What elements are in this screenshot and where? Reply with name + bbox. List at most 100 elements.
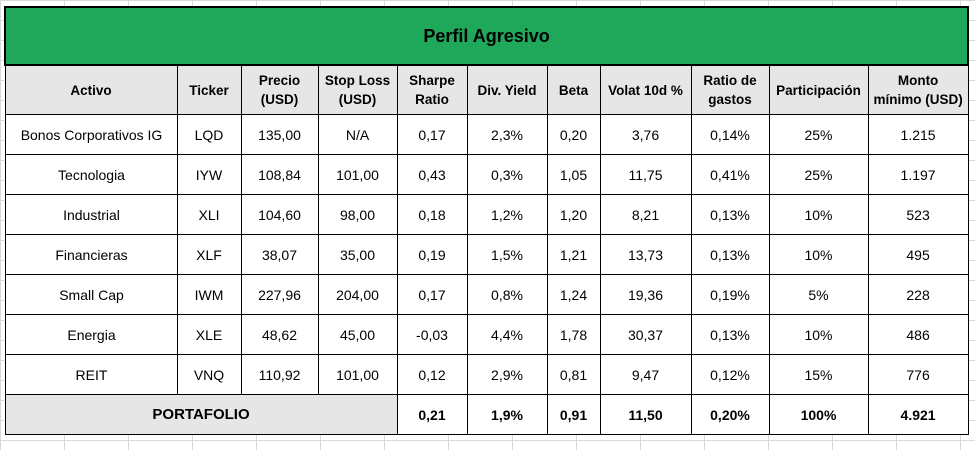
header-beta: Beta	[546, 64, 601, 115]
cell-monto: 228	[867, 274, 969, 315]
cell-ratio-gastos: 0,13%	[690, 194, 770, 235]
cell-beta: 0,81	[546, 354, 601, 395]
header-div-yield: Div. Yield	[466, 64, 548, 115]
cell-sharpe: 0,12	[396, 354, 468, 395]
total-monto: 4.921	[867, 394, 969, 435]
cell-ratio-gastos: 0,13%	[690, 314, 770, 355]
cell-div-yield: 0,8%	[466, 274, 548, 315]
header-monto-minimo: Monto mínimo (USD)	[867, 64, 969, 115]
cell-precio: 104,60	[240, 194, 319, 235]
cell-beta: 1,20	[546, 194, 601, 235]
cell-sharpe: -0,03	[396, 314, 468, 355]
header-ticker: Ticker	[176, 64, 242, 115]
cell-activo: Energia	[4, 314, 178, 355]
cell-ticker: XLF	[176, 234, 242, 275]
total-div-yield: 1,9%	[466, 394, 548, 435]
table-row: Small Cap IWM 227,96 204,00 0,17 0,8% 1,24 19,3…	[4, 274, 969, 315]
cell-precio: 108,84	[240, 154, 319, 195]
table-row: Industrial XLI 104,60 98,00 0,18 1,2% 1,20 8,21…	[4, 194, 969, 235]
cell-stop-loss: 45,00	[317, 314, 398, 355]
cell-beta: 0,20	[546, 114, 601, 155]
table-row: REIT VNQ 110,92 101,00 0,12 2,9% 0,81 9,47 0,12%…	[4, 354, 969, 395]
cell-activo: Bonos Corporativos IG	[4, 114, 178, 155]
cell-monto: 1.197	[867, 154, 969, 195]
cell-volat: 3,76	[599, 114, 692, 155]
cell-participacion: 10%	[768, 234, 869, 275]
total-beta: 0,91	[546, 394, 601, 435]
total-label: PORTAFOLIO	[4, 394, 398, 435]
cell-activo: Tecnologia	[4, 154, 178, 195]
cell-div-yield: 2,3%	[466, 114, 548, 155]
cell-stop-loss: 101,00	[317, 354, 398, 395]
cell-div-yield: 2,9%	[466, 354, 548, 395]
cell-stop-loss: 98,00	[317, 194, 398, 235]
cell-beta: 1,05	[546, 154, 601, 195]
cell-monto: 495	[867, 234, 969, 275]
header-stop-loss: Stop Loss (USD)	[317, 64, 398, 115]
cell-ticker: VNQ	[176, 354, 242, 395]
cell-ratio-gastos: 0,19%	[690, 274, 770, 315]
cell-monto: 523	[867, 194, 969, 235]
cell-beta: 1,21	[546, 234, 601, 275]
cell-div-yield: 1,2%	[466, 194, 548, 235]
header-ratio-gastos: Ratio de gastos	[690, 64, 770, 115]
table-title: Perfil Agresivo	[3, 6, 970, 66]
total-ratio-gastos: 0,20%	[690, 394, 770, 435]
cell-volat: 11,75	[599, 154, 692, 195]
cell-beta: 1,24	[546, 274, 601, 315]
cell-ratio-gastos: 0,41%	[690, 154, 770, 195]
cell-participacion: 15%	[768, 354, 869, 395]
cell-volat: 9,47	[599, 354, 692, 395]
cell-stop-loss: 101,00	[317, 154, 398, 195]
cell-div-yield: 1,5%	[466, 234, 548, 275]
cell-participacion: 10%	[768, 314, 869, 355]
cell-sharpe: 0,17	[396, 114, 468, 155]
cell-ratio-gastos: 0,14%	[690, 114, 770, 155]
portfolio-total-row: PORTAFOLIO 0,21 1,9% 0,91 11,50 0,20% 10…	[4, 394, 969, 435]
cell-ticker: IYW	[176, 154, 242, 195]
cell-sharpe: 0,43	[396, 154, 468, 195]
cell-precio: 135,00	[240, 114, 319, 155]
cell-activo: Small Cap	[4, 274, 178, 315]
total-participacion: 100%	[768, 394, 869, 435]
cell-ticker: XLI	[176, 194, 242, 235]
cell-div-yield: 0,3%	[466, 154, 548, 195]
total-volat: 11,50	[599, 394, 692, 435]
cell-activo: REIT	[4, 354, 178, 395]
cell-precio: 48,62	[240, 314, 319, 355]
portfolio-table: Perfil Agresivo Activo Ticker Precio (USD…	[3, 6, 970, 435]
cell-ratio-gastos: 0,13%	[690, 234, 770, 275]
cell-ticker: LQD	[176, 114, 242, 155]
cell-activo: Industrial	[4, 194, 178, 235]
header-volat: Volat 10d %	[599, 64, 692, 115]
header-sharpe: Sharpe Ratio	[396, 64, 468, 115]
cell-ticker: IWM	[176, 274, 242, 315]
table-row: Bonos Corporativos IG LQD 135,00 N/A 0,17 2,3…	[4, 114, 969, 155]
cell-sharpe: 0,19	[396, 234, 468, 275]
cell-sharpe: 0,17	[396, 274, 468, 315]
cell-monto: 776	[867, 354, 969, 395]
cell-monto: 1.215	[867, 114, 969, 155]
cell-stop-loss: N/A	[317, 114, 398, 155]
cell-precio: 110,92	[240, 354, 319, 395]
cell-volat: 13,73	[599, 234, 692, 275]
cell-activo: Financieras	[4, 234, 178, 275]
table-row: Financieras XLF 38,07 35,00 0,19 1,5% 1,21 13,7…	[4, 234, 969, 275]
total-sharpe: 0,21	[396, 394, 468, 435]
cell-participacion: 10%	[768, 194, 869, 235]
cell-beta: 1,78	[546, 314, 601, 355]
cell-stop-loss: 204,00	[317, 274, 398, 315]
cell-volat: 8,21	[599, 194, 692, 235]
cell-ticker: XLE	[176, 314, 242, 355]
header-activo: Activo	[4, 64, 178, 115]
cell-participacion: 25%	[768, 154, 869, 195]
header-precio: Precio (USD)	[240, 64, 319, 115]
cell-monto: 486	[867, 314, 969, 355]
cell-stop-loss: 35,00	[317, 234, 398, 275]
cell-participacion: 5%	[768, 274, 869, 315]
table-row: Tecnologia IYW 108,84 101,00 0,43 0,3% 1,05 11,…	[4, 154, 969, 195]
cell-sharpe: 0,18	[396, 194, 468, 235]
cell-participacion: 25%	[768, 114, 869, 155]
table-row: Energia XLE 48,62 45,00 -0,03 4,4% 1,78 30,37 0,…	[4, 314, 969, 355]
cell-ratio-gastos: 0,12%	[690, 354, 770, 395]
